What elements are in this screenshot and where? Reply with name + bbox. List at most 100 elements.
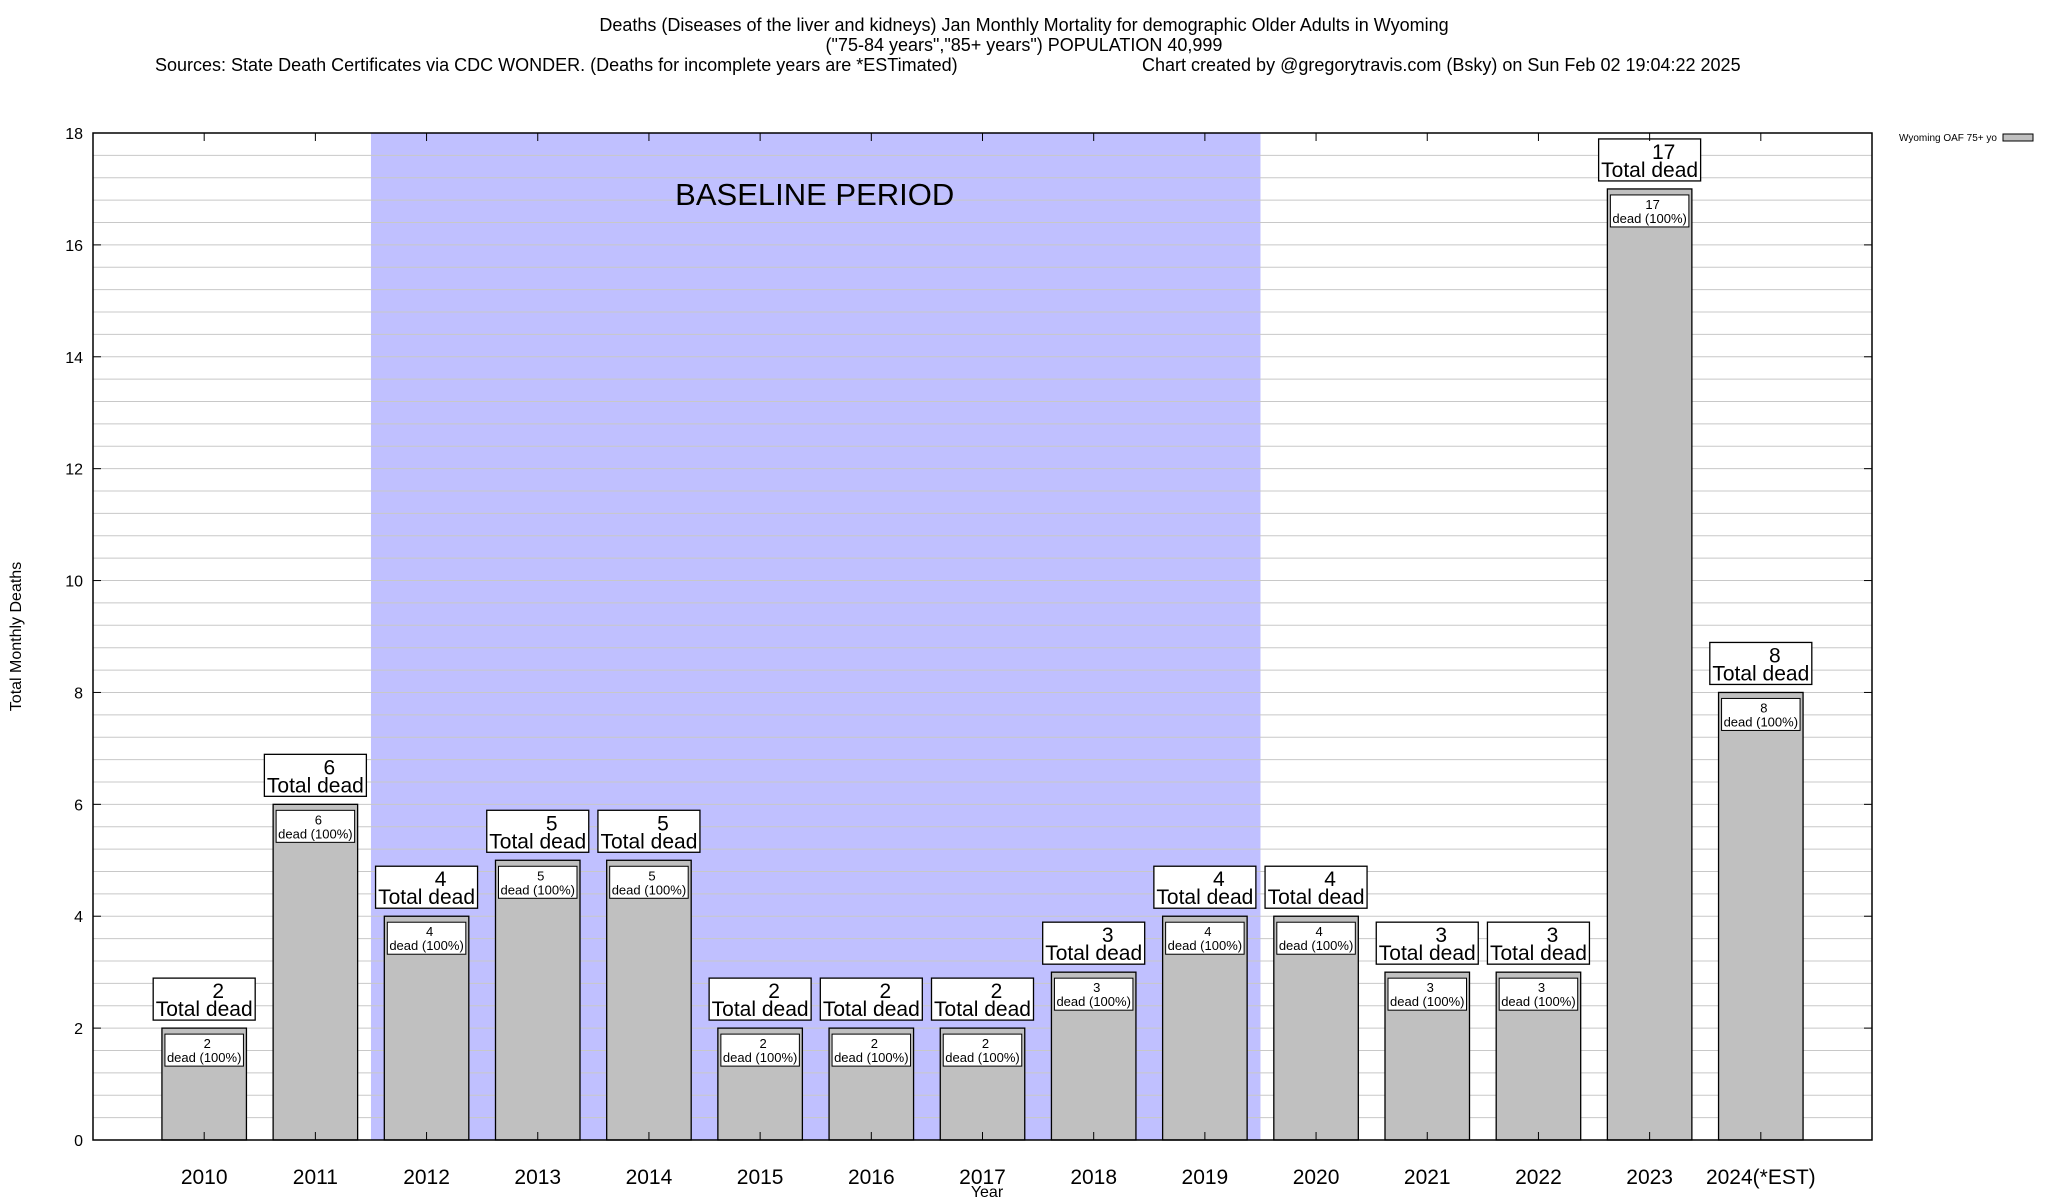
inner-label-box [275, 809, 356, 843]
total-label-text: Total dead [600, 830, 697, 853]
total-label-text: Total dead [1379, 942, 1476, 965]
inner-label-value: 3 [1093, 980, 1100, 995]
inner-label-text: dead (100%) [834, 1050, 908, 1065]
total-label-value: 3 [1547, 924, 1559, 947]
total-label-box [1709, 641, 1813, 686]
legend-label: Wyoming OAF 75+ yo [1899, 133, 1997, 144]
baseline-label: BASELINE PERIOD [675, 177, 954, 212]
bar [272, 803, 359, 1141]
inner-label-text: dead (100%) [278, 826, 352, 841]
inner-label-value: 5 [537, 868, 544, 883]
bar [1606, 188, 1693, 1141]
y-tick-label: 8 [74, 685, 83, 702]
inner-label-value: 2 [204, 1036, 211, 1051]
y-tick-label: 6 [74, 797, 83, 814]
inner-label-text: dead (100%) [1279, 938, 1353, 953]
inner-label-value: 2 [871, 1036, 878, 1051]
inner-label-text: dead (100%) [1612, 211, 1686, 226]
total-label-box [597, 809, 701, 853]
total-label-text: Total dead [712, 998, 809, 1021]
total-label-text: Total dead [1268, 886, 1365, 909]
total-label-box [1375, 921, 1479, 965]
inner-label-box [1387, 977, 1468, 1011]
x-tick-label: 2017 [959, 1166, 1006, 1189]
total-label-box [1486, 921, 1591, 965]
total-label-box [1264, 865, 1368, 909]
x-tick-label: 2016 [848, 1166, 895, 1189]
total-label-value: 2 [768, 980, 780, 1003]
total-label-text: Total dead [934, 998, 1031, 1021]
inner-label-box [1165, 921, 1245, 955]
inner-label-text: dead (100%) [1501, 994, 1575, 1009]
total-label-text: Total dead [156, 998, 253, 1021]
x-tick-label: 2020 [1293, 1166, 1340, 1189]
inner-label-text: dead (100%) [389, 938, 463, 953]
x-tick-label: 2013 [514, 1166, 561, 1189]
inner-label-text: dead (100%) [723, 1050, 797, 1065]
total-label-value: 3 [1435, 924, 1447, 947]
total-label-box [819, 977, 923, 1021]
y-tick-label: 4 [74, 909, 83, 926]
inner-label-text: dead (100%) [1724, 714, 1798, 729]
total-label-value: 2 [879, 980, 891, 1003]
total-label-value: 5 [657, 812, 669, 835]
inner-label-value: 3 [1538, 980, 1545, 995]
inner-label-text: dead (100%) [1390, 994, 1464, 1009]
x-tick-label: 2019 [1182, 1166, 1229, 1189]
y-tick-label: 14 [65, 350, 83, 367]
inner-label-box [164, 1033, 244, 1067]
total-label-box [374, 865, 479, 909]
x-tick-label: 2024(*EST) [1706, 1166, 1816, 1189]
inner-label-text: dead (100%) [1056, 994, 1130, 1009]
plot-frame [92, 132, 1873, 1141]
total-label-text: Total dead [1712, 662, 1809, 685]
inner-label-value: 2 [982, 1036, 989, 1051]
total-label-value: 17 [1652, 141, 1675, 164]
inner-label-value: 5 [648, 868, 655, 883]
y-tick-label: 18 [65, 126, 83, 143]
inner-label-value: 17 [1645, 197, 1659, 212]
y-tick-label: 16 [65, 238, 83, 255]
x-tick-label: 2022 [1515, 1166, 1562, 1189]
total-label-box [1597, 138, 1702, 182]
inner-label-value: 4 [426, 924, 433, 939]
y-tick-label: 12 [65, 462, 83, 479]
total-label-text: Total dead [378, 886, 475, 909]
inner-label-box [386, 921, 467, 955]
inner-label-value: 2 [760, 1036, 767, 1051]
inner-label-value: 3 [1427, 980, 1434, 995]
total-label-text: Total dead [1156, 886, 1253, 909]
x-tick-label: 2021 [1404, 1166, 1451, 1189]
total-label-value: 5 [546, 812, 558, 835]
total-label-text: Total dead [1490, 942, 1587, 965]
total-label-box [1153, 865, 1257, 909]
x-tick-label: 2018 [1070, 1166, 1117, 1189]
total-label-value: 2 [991, 980, 1003, 1003]
total-label-value: 3 [1102, 924, 1114, 947]
inner-label-value: 6 [315, 812, 322, 827]
inner-label-box [1498, 977, 1579, 1011]
total-label-value: 2 [212, 980, 224, 1003]
inner-label-value: 4 [1315, 924, 1322, 939]
total-label-box [708, 977, 812, 1021]
total-label-text: Total dead [489, 830, 586, 853]
x-tick-label: 2015 [737, 1166, 784, 1189]
y-tick-label: 2 [74, 1021, 83, 1038]
y-tick-label: 0 [74, 1133, 83, 1150]
inner-label-box [831, 1033, 912, 1067]
inner-label-value: 8 [1760, 700, 1767, 715]
y-axis-label: Total Monthly Deaths [8, 562, 25, 711]
total-label-value: 4 [1213, 868, 1225, 891]
bar [494, 859, 581, 1141]
inner-label-box [1053, 977, 1134, 1011]
total-label-box [930, 977, 1035, 1021]
chart-credit: Chart created by @gregorytravis.com (Bsk… [1142, 55, 1741, 75]
total-label-box [1042, 921, 1146, 965]
inner-label-box [1609, 194, 1690, 228]
total-label-text: Total dead [1045, 942, 1142, 965]
x-tick-label: 2012 [403, 1166, 450, 1189]
inner-label-value: 4 [1204, 924, 1211, 939]
total-label-value: 6 [324, 756, 336, 779]
total-label-text: Total dead [823, 998, 920, 1021]
